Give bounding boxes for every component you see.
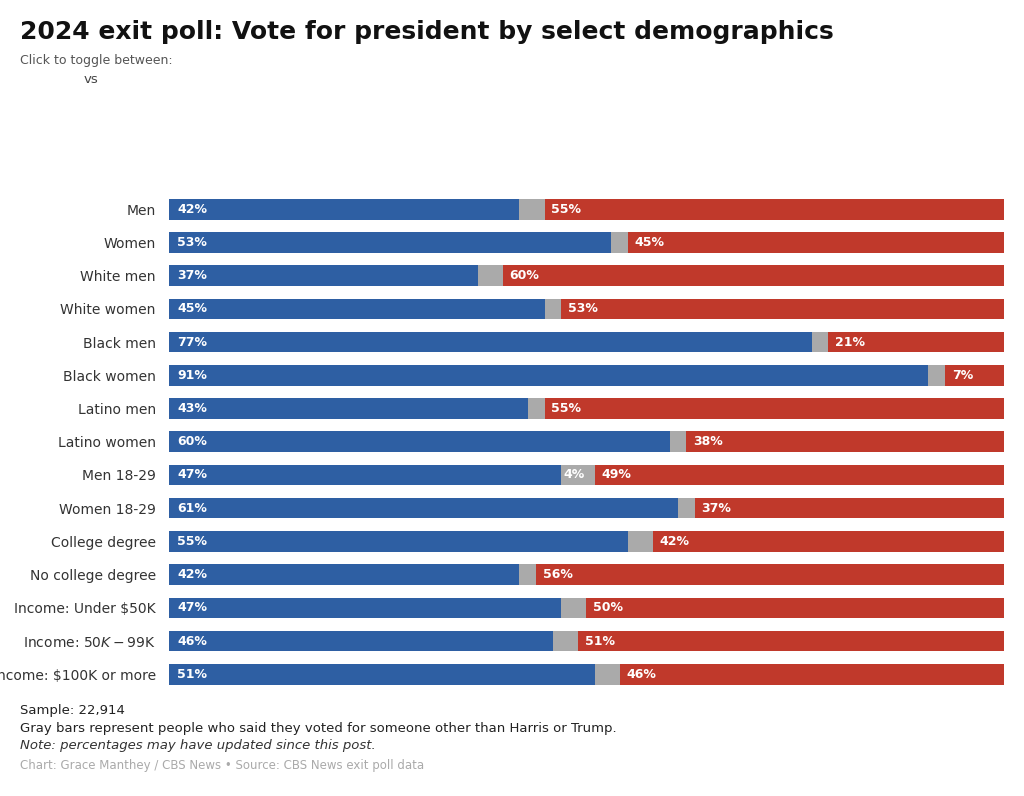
Bar [537, 564, 1004, 585]
Bar [169, 365, 929, 385]
Bar [478, 265, 503, 286]
Bar [545, 298, 561, 319]
Text: Sample: 22,914: Sample: 22,914 [20, 704, 125, 717]
Bar [169, 630, 553, 651]
Bar [169, 298, 545, 319]
Bar [519, 199, 545, 220]
Bar [169, 199, 519, 220]
Bar [169, 265, 478, 286]
Text: 7%: 7% [951, 369, 973, 382]
Text: 43%: 43% [177, 402, 207, 415]
Text: 53%: 53% [177, 236, 207, 249]
Text: Harris: Harris [25, 72, 73, 87]
Text: 50%: 50% [593, 601, 623, 615]
Text: 37%: 37% [701, 501, 731, 515]
Text: 42%: 42% [177, 568, 207, 581]
Bar [686, 431, 1004, 452]
Text: Chart: Grace Manthey / CBS News • Source: CBS News exit poll data: Chart: Grace Manthey / CBS News • Source… [20, 759, 425, 771]
Bar [545, 199, 1004, 220]
Text: Note: percentages may have updated since this post.: Note: percentages may have updated since… [20, 739, 376, 752]
Text: Click to toggle between:: Click to toggle between: [20, 54, 173, 67]
Text: 56%: 56% [543, 568, 572, 581]
Text: 55%: 55% [551, 402, 582, 415]
Text: 45%: 45% [177, 302, 207, 315]
Text: 47%: 47% [177, 601, 207, 615]
Bar [561, 598, 586, 618]
Text: 37%: 37% [177, 269, 207, 283]
Bar [578, 630, 1004, 651]
Text: 4%: 4% [563, 469, 585, 482]
Text: Trump: Trump [105, 72, 154, 87]
Bar [620, 664, 1004, 685]
Bar [169, 232, 611, 253]
Bar [169, 332, 812, 353]
Bar [169, 498, 678, 518]
Text: 91%: 91% [177, 369, 207, 382]
Bar [611, 232, 628, 253]
Text: 60%: 60% [510, 269, 540, 283]
Bar [595, 465, 1004, 486]
Bar [527, 398, 545, 419]
Text: 49%: 49% [601, 469, 631, 482]
Text: 55%: 55% [551, 203, 582, 216]
Bar [553, 630, 578, 651]
Text: 55%: 55% [177, 535, 207, 548]
Bar [169, 398, 527, 419]
Text: 45%: 45% [635, 236, 665, 249]
Bar [828, 332, 1004, 353]
Bar [812, 332, 828, 353]
Text: Gray bars represent people who said they voted for someone other than Harris or : Gray bars represent people who said they… [20, 722, 617, 735]
Bar [945, 365, 1004, 385]
Bar [519, 564, 537, 585]
Bar [169, 598, 561, 618]
Text: 60%: 60% [177, 435, 207, 448]
Bar [561, 465, 595, 486]
Bar [169, 465, 561, 486]
Bar [678, 498, 694, 518]
Text: vs: vs [84, 73, 98, 86]
Text: 2020: 2020 [286, 48, 321, 61]
Text: 46%: 46% [177, 634, 207, 647]
Bar [503, 265, 1004, 286]
Bar [169, 564, 519, 585]
Bar [929, 365, 945, 385]
Bar [628, 232, 1004, 253]
Bar [545, 398, 1004, 419]
Text: 77%: 77% [177, 336, 207, 349]
Text: 47%: 47% [177, 469, 207, 482]
Text: 38%: 38% [693, 435, 723, 448]
Text: 42%: 42% [177, 203, 207, 216]
Bar [670, 431, 686, 452]
Text: 61%: 61% [177, 501, 207, 515]
Text: 51%: 51% [585, 634, 614, 647]
Bar [169, 531, 628, 552]
Bar [628, 531, 653, 552]
Text: 21%: 21% [835, 336, 865, 349]
Bar [653, 531, 1004, 552]
Bar [169, 664, 595, 685]
Text: 46%: 46% [627, 668, 656, 681]
Bar [694, 498, 1004, 518]
Text: 2024 exit poll: Vote for president by select demographics: 2024 exit poll: Vote for president by se… [20, 20, 835, 44]
Text: 42%: 42% [659, 535, 690, 548]
Bar [595, 664, 620, 685]
Text: 2024: 2024 [230, 48, 265, 61]
Bar [586, 598, 1004, 618]
Text: 53%: 53% [568, 302, 598, 315]
Bar [169, 431, 670, 452]
Text: 51%: 51% [177, 668, 207, 681]
Bar [561, 298, 1004, 319]
